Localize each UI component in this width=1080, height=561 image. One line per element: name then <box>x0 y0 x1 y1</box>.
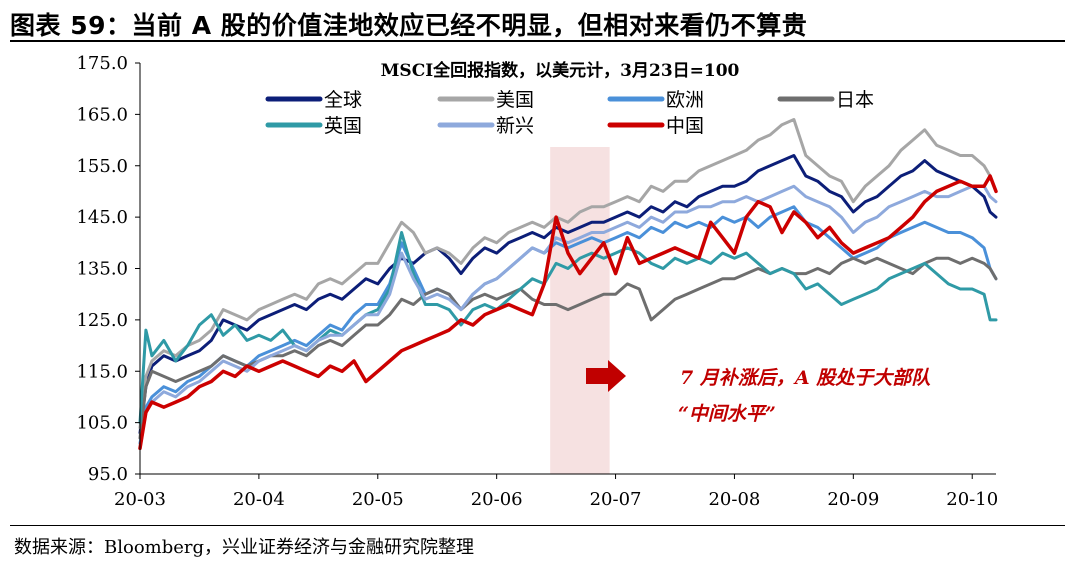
y-ticks: 95.0 105.0 115.0 125.0 135.0 145.0 155.0 165.0 1… <box>76 53 140 485</box>
y-tick-label: 165.0 <box>76 104 128 125</box>
chart-title: MSCI全回报指数，以美元计，3月23日=100 <box>381 60 740 81</box>
legend-label: 英国 <box>324 115 362 137</box>
series-line-1 <box>138 154 998 435</box>
y-tick-label: 125.0 <box>76 310 128 331</box>
title-rule <box>10 40 1065 42</box>
y-tick-label: 155.0 <box>76 156 128 177</box>
x-tick-label: 20-05 <box>352 489 404 510</box>
x-tick-label: 20-04 <box>233 489 285 510</box>
legend-label: 欧洲 <box>666 89 704 111</box>
y-tick-label: 175.0 <box>76 53 128 74</box>
annotation-line-2: “中间水平” <box>678 403 776 425</box>
y-tick-label: 145.0 <box>76 207 128 228</box>
x-tick-label: 20-08 <box>708 489 760 510</box>
x-tick-label: 20-10 <box>946 489 998 510</box>
highlight-region <box>550 147 610 474</box>
figure-title: 图表 59：当前 A 股的价值洼地效应已经不明显，但相对来看仍不算贵 <box>10 11 808 40</box>
x-tick-label: 20-07 <box>590 489 642 510</box>
arrow-icon <box>586 360 626 392</box>
x-tick-label: 20-03 <box>114 489 166 510</box>
y-tick-label: 95.0 <box>88 464 128 485</box>
legend-label: 中国 <box>666 115 704 137</box>
series-line-7 <box>138 174 998 451</box>
x-tick-label: 20-06 <box>471 489 523 510</box>
y-tick-label: 105.0 <box>76 413 128 434</box>
series-line-6 <box>138 184 998 450</box>
figure-source: 数据来源：Bloomberg，兴业证券经济与金融研究院整理 <box>14 537 475 558</box>
y-tick-label: 135.0 <box>76 259 128 280</box>
legend-label: 全球 <box>324 89 362 111</box>
legend-label: 美国 <box>496 89 534 111</box>
legend-label: 日本 <box>836 89 874 111</box>
y-tick-label: 115.0 <box>76 361 128 382</box>
annotation-line-1: 7 月补涨后，A 股处于大部队 <box>680 367 931 389</box>
x-tick-label: 20-09 <box>827 489 879 510</box>
series-layer <box>138 118 998 451</box>
legend-label: 新兴 <box>496 115 534 137</box>
source-rule <box>10 525 1065 526</box>
series-line-5 <box>138 231 998 425</box>
series-line-2 <box>138 118 998 430</box>
x-ticks: 20-03 20-04 20-05 20-06 20-07 20-08 20-09 20-10 <box>114 474 998 510</box>
series-line-4 <box>138 256 998 440</box>
